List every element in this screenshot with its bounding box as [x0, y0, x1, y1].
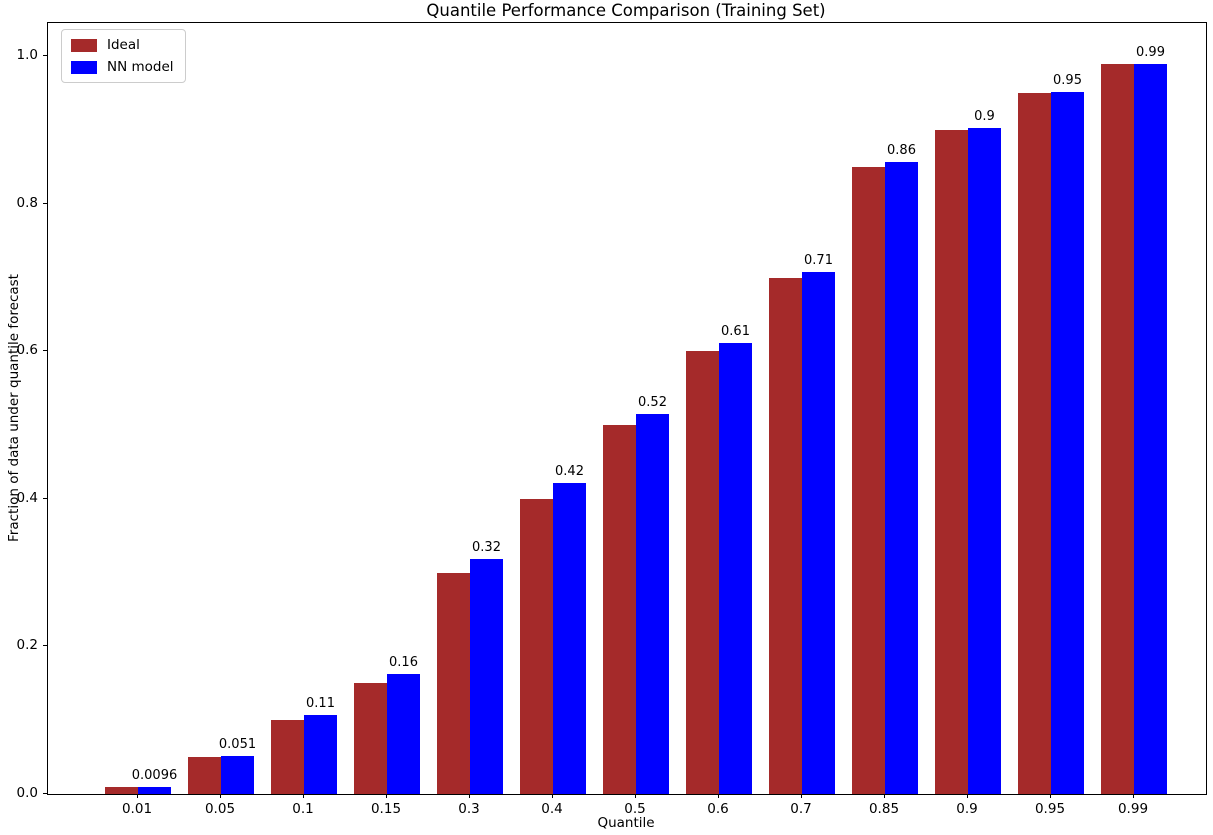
bar-ideal-0.6 [686, 351, 719, 794]
x-tick-label: 0.7 [790, 801, 812, 817]
x-tick-mark [552, 794, 553, 798]
x-tick-label: 0.4 [541, 801, 563, 817]
y-tick-mark [43, 645, 47, 647]
bar-value-label: 0.32 [472, 540, 501, 556]
x-tick-mark [220, 794, 221, 798]
bar-value-label: 0.0096 [131, 767, 178, 783]
x-tick-label: 0.05 [204, 801, 236, 817]
bar-value-label: 0.42 [555, 463, 584, 479]
y-tick-label: 0.4 [16, 489, 38, 506]
bar-value-label: 0.051 [218, 737, 257, 753]
bar-value-label: 0.16 [389, 654, 418, 670]
bar-value-label: 0.99 [1136, 44, 1165, 60]
bar-value-label: 0.52 [638, 395, 667, 411]
bar-nn-model-0.01 [138, 786, 171, 794]
x-tick-mark [137, 794, 138, 798]
x-tick-mark [303, 794, 304, 798]
x-tick-label: 0.5 [624, 801, 646, 817]
bar-value-label: 0.95 [1053, 73, 1082, 89]
legend-item-ideal: Ideal [71, 37, 174, 53]
bar-nn-model-0.3 [470, 559, 503, 794]
bar-value-label: 0.11 [306, 696, 335, 712]
x-tick-label: 0.1 [292, 801, 314, 817]
bar-ideal-0.5 [603, 425, 636, 794]
legend-label: Ideal [107, 37, 140, 53]
legend-item-nn-model: NN model [71, 59, 174, 75]
x-tick-label: 0.95 [1034, 801, 1066, 817]
y-tick-label: 0.0 [16, 785, 38, 801]
legend-swatch [71, 38, 97, 52]
bar-ideal-0.15 [354, 683, 387, 794]
y-tick-mark [43, 55, 47, 57]
x-tick-mark [1050, 794, 1051, 798]
bar-nn-model-0.7 [802, 271, 835, 794]
x-tick-mark [635, 794, 636, 798]
y-axis-label: Fraction of data under quantile forecast [6, 274, 22, 542]
bar-value-label: 0.61 [721, 324, 750, 340]
y-tick-mark [43, 793, 47, 794]
bar-nn-model-0.4 [553, 482, 586, 794]
bar-nn-model-0.5 [636, 414, 669, 794]
y-tick-label: 0.8 [16, 194, 38, 211]
y-tick-mark [43, 350, 47, 352]
x-tick-mark [884, 794, 885, 798]
bar-value-label: 0.86 [887, 142, 916, 158]
x-tick-label: 0.99 [1117, 801, 1149, 817]
y-tick-label: 0.2 [16, 637, 38, 654]
legend: Ideal NN model [61, 29, 186, 83]
bar-nn-model-0.15 [387, 673, 420, 794]
bar-ideal-0.7 [769, 277, 802, 794]
y-tick-mark [43, 202, 47, 204]
x-tick-mark [967, 794, 968, 798]
bar-value-label: 0.71 [804, 252, 833, 268]
x-tick-mark [718, 794, 719, 798]
x-tick-label: 0.6 [707, 801, 729, 817]
bar-nn-model-0.99 [1134, 63, 1167, 794]
x-tick-mark [801, 794, 802, 798]
x-tick-label: 0.9 [956, 801, 978, 817]
x-tick-label: 0.3 [458, 801, 480, 817]
y-tick-mark [43, 497, 47, 499]
bar-nn-model-0.9 [968, 127, 1001, 794]
bar-nn-model-0.85 [885, 161, 918, 794]
legend-swatch [71, 60, 97, 74]
bar-ideal-0.1 [271, 720, 304, 794]
y-tick-label: 1.0 [16, 47, 38, 64]
chart-title: Quantile Performance Comparison (Trainin… [426, 1, 826, 20]
bar-nn-model-0.95 [1051, 92, 1084, 794]
legend-label: NN model [107, 59, 174, 75]
bar-ideal-0.3 [437, 572, 470, 794]
plot-area: Ideal NN model 0.0096 0.051 0.11 0.16 0.32 0.4… [47, 22, 1207, 795]
x-tick-mark [1133, 794, 1134, 798]
bar-nn-model-0.6 [719, 343, 752, 794]
y-tick-label: 0.6 [16, 342, 38, 359]
x-tick-label: 0.85 [868, 801, 900, 817]
bar-ideal-0.99 [1101, 63, 1134, 794]
bar-nn-model-0.1 [304, 715, 337, 794]
bar-ideal-0.85 [852, 166, 885, 794]
bar-nn-model-0.05 [221, 756, 254, 794]
bar-ideal-0.01 [105, 786, 138, 794]
bar-value-label: 0.9 [974, 108, 995, 124]
x-tick-label: 0.01 [121, 801, 153, 817]
bar-ideal-0.4 [520, 498, 553, 794]
bar-ideal-0.95 [1018, 93, 1051, 794]
x-axis-label: Quantile [597, 815, 655, 831]
bar-ideal-0.9 [935, 129, 968, 794]
x-tick-label: 0.15 [370, 801, 402, 817]
x-tick-mark [469, 794, 470, 798]
bar-ideal-0.05 [188, 757, 221, 794]
x-tick-mark [386, 794, 387, 798]
